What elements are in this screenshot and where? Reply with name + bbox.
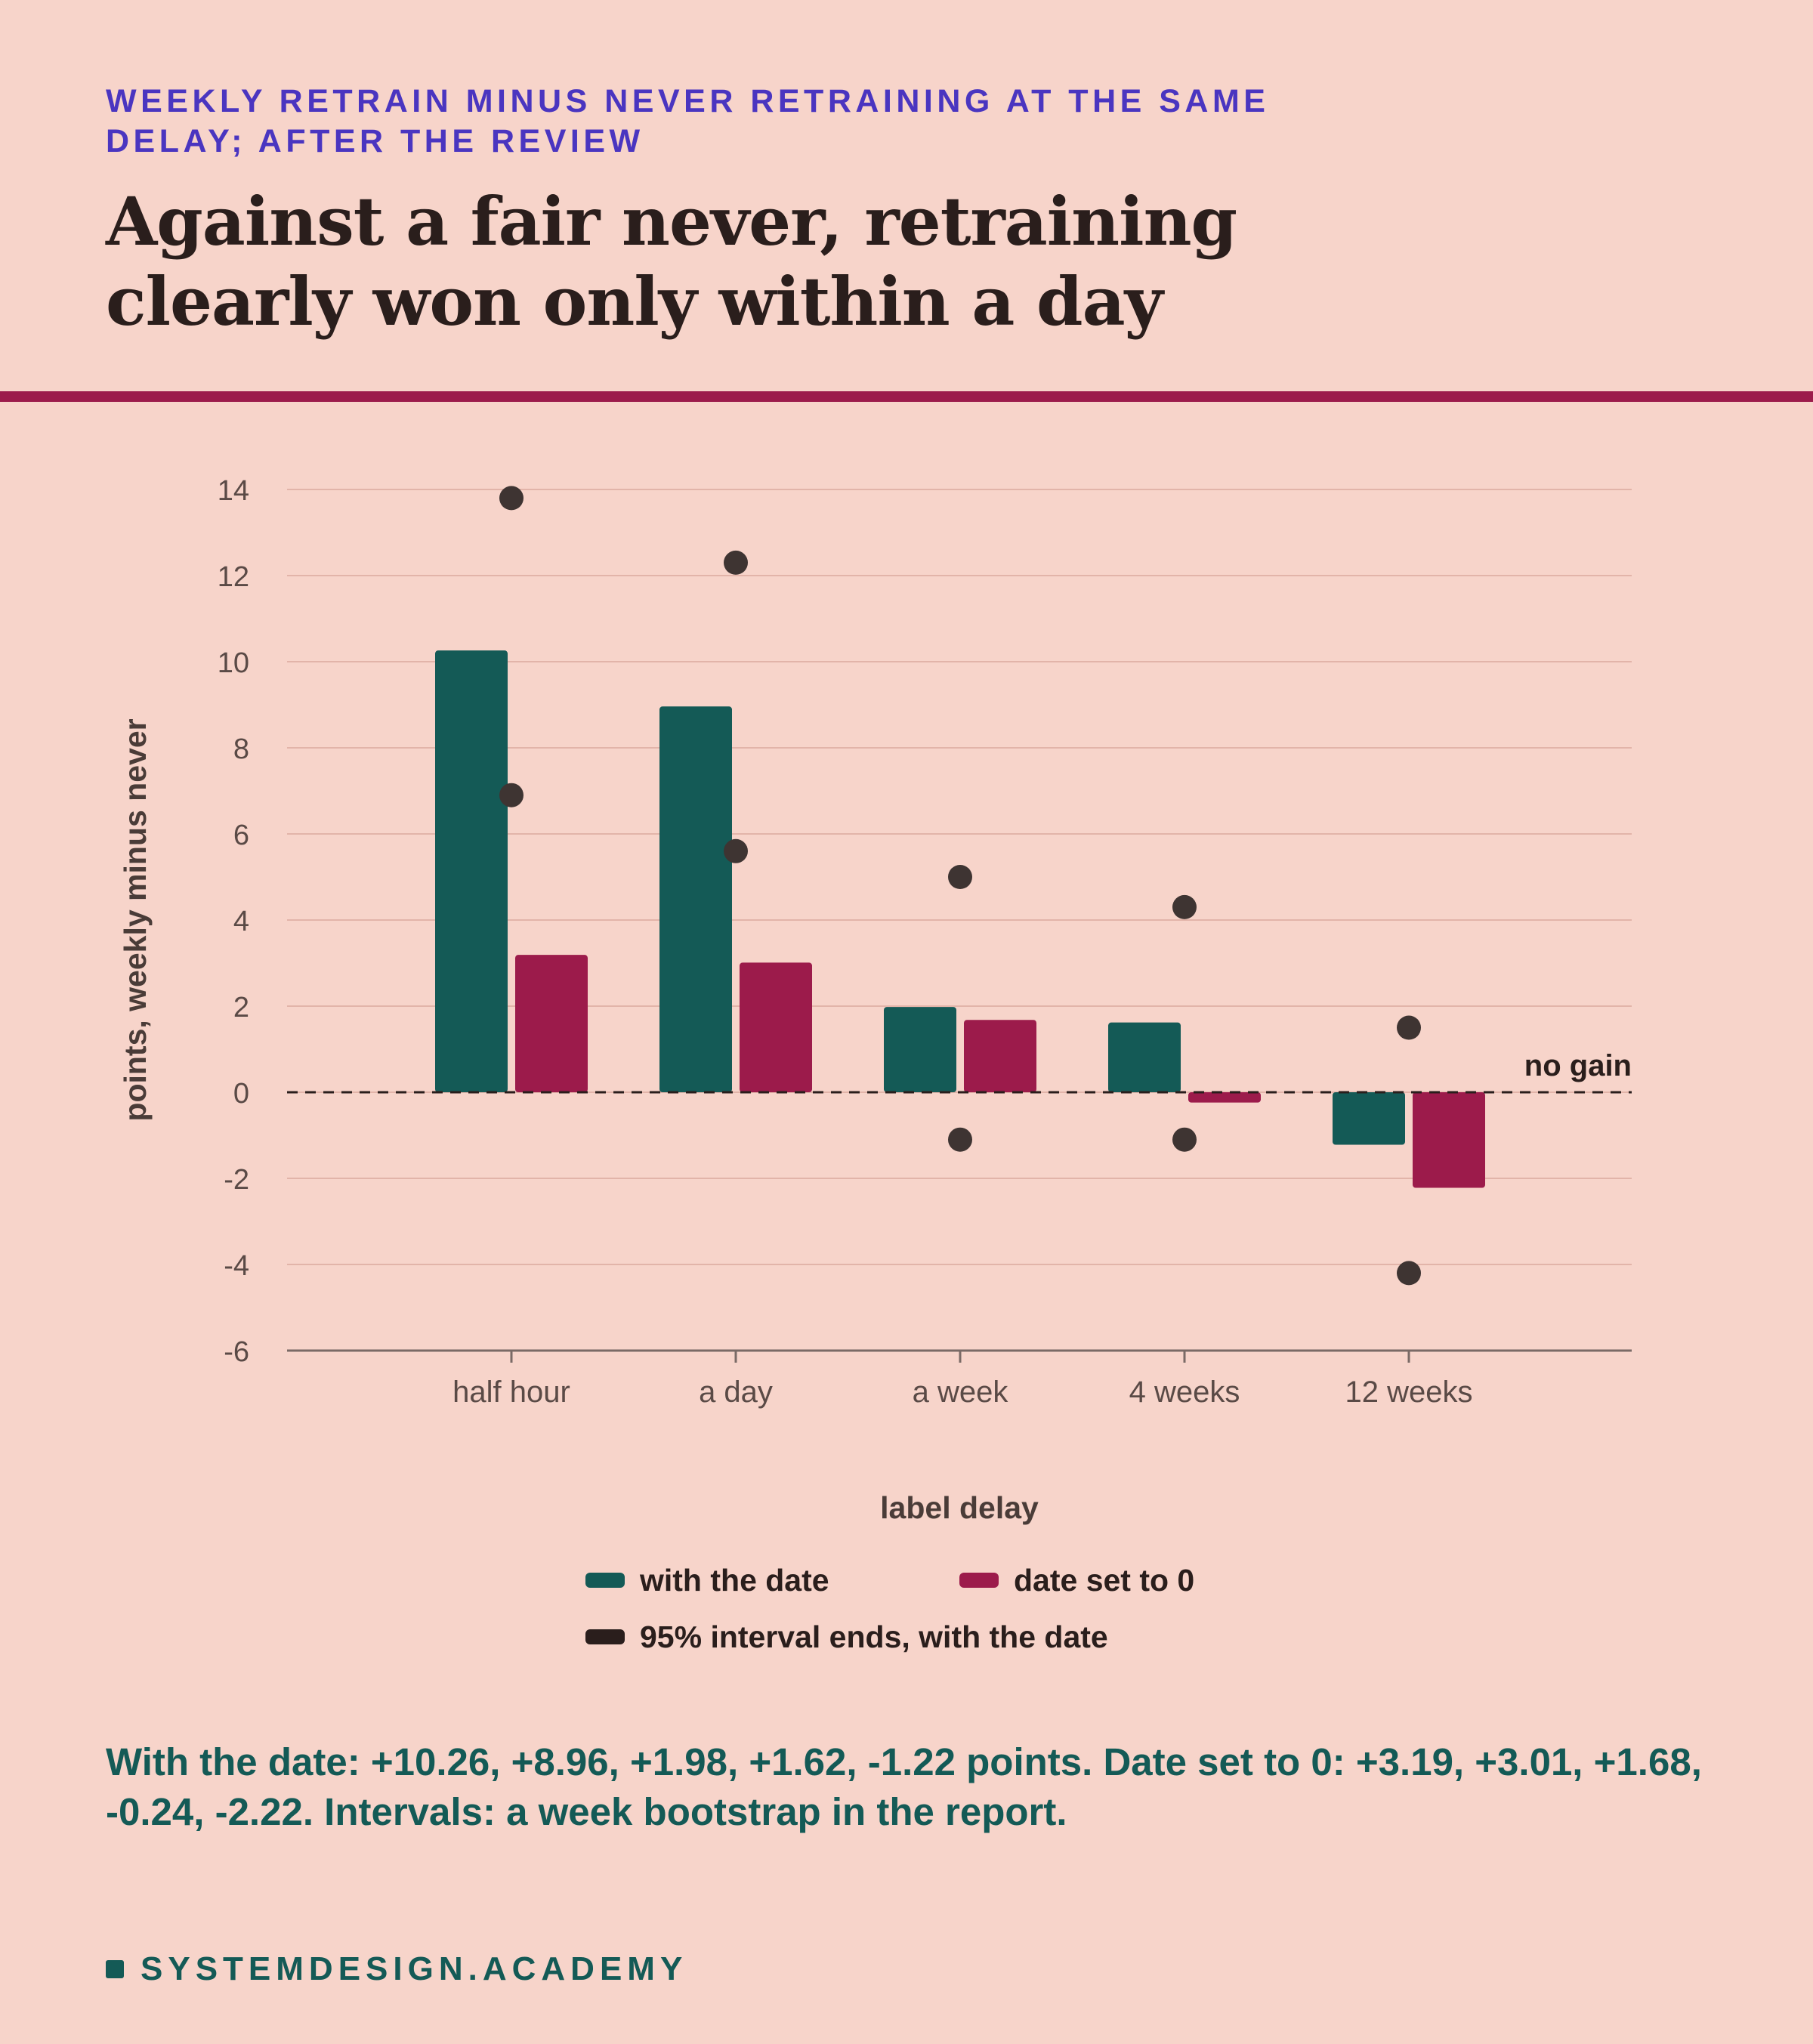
- brand-square-icon: [106, 1960, 124, 1978]
- interval-low-dot: [499, 783, 524, 807]
- bar-with-date: [884, 1007, 956, 1092]
- no-gain-label: no gain: [1524, 1049, 1632, 1082]
- y-tick-label: 0: [233, 1078, 249, 1110]
- legend-with-date-swatch: [585, 1573, 625, 1588]
- x-tick-label: a day: [699, 1376, 773, 1409]
- y-tick-label: -4: [224, 1250, 249, 1282]
- x-axis-title: label delay: [880, 1490, 1039, 1525]
- header-rule: [0, 391, 1813, 402]
- bar-date-set-to-0: [1188, 1092, 1261, 1103]
- x-tick-label: half hour: [452, 1376, 570, 1409]
- x-tick-label: 4 weeks: [1129, 1376, 1240, 1409]
- bar-date-set-to-0: [740, 962, 812, 1092]
- brand-name: SYSTEMDESIGN.ACADEMY: [141, 1950, 688, 1987]
- legend-date-set-to-0-swatch: [959, 1573, 999, 1588]
- interval-low-dot: [1172, 1127, 1197, 1152]
- y-tick-label: 2: [233, 992, 249, 1024]
- legend-interval-ends-label: 95% interval ends, with the date: [640, 1619, 1108, 1654]
- y-tick-label: 6: [233, 820, 249, 851]
- x-tick-label: 12 weeks: [1345, 1376, 1473, 1409]
- legend-date-set-to-0-label: date set to 0: [1014, 1563, 1194, 1598]
- interval-high-dot: [499, 486, 524, 511]
- interval-high-dot: [948, 865, 972, 889]
- bar-chart: 14 12 10 8 6 4 2 0 -2 -4 -6 no gain half hour a day a …: [118, 475, 1632, 1654]
- y-tick-label: 10: [218, 647, 249, 679]
- bar-date-set-to-0: [515, 955, 588, 1092]
- legend-with-date-label: with the date: [639, 1563, 829, 1598]
- interval-high-dot: [1172, 894, 1197, 919]
- y-tick-label: -2: [224, 1164, 249, 1196]
- x-tick-label: a week: [913, 1376, 1009, 1409]
- bar-with-date: [659, 706, 732, 1092]
- footnote: With the date: +10.26, +8.96, +1.98, +1.…: [106, 1740, 1702, 1833]
- y-axis-title: points, weekly minus never: [118, 718, 153, 1121]
- y-tick-label: -6: [224, 1336, 249, 1368]
- chart-headline: Against a fair never, retraining clearly…: [106, 182, 1237, 341]
- interval-low-dot: [724, 838, 748, 863]
- y-tick-label: 12: [218, 561, 249, 593]
- interval-high-dot: [724, 550, 748, 575]
- y-tick-label: 8: [233, 733, 249, 765]
- bar-date-set-to-0: [1413, 1092, 1485, 1188]
- interval-low-dot: [1397, 1261, 1421, 1286]
- bar-date-set-to-0: [964, 1020, 1036, 1092]
- bar-with-date: [435, 650, 508, 1092]
- y-tick-label: 4: [233, 906, 249, 937]
- bar-with-date: [1108, 1022, 1181, 1092]
- bar-with-date: [1333, 1092, 1405, 1145]
- chart-eyebrow: WEEKLY RETRAIN MINUS NEVER RETRAINING AT…: [106, 83, 1270, 159]
- interval-low-dot: [948, 1127, 972, 1152]
- interval-high-dot: [1397, 1015, 1421, 1040]
- brand: SYSTEMDESIGN.ACADEMY: [106, 1950, 687, 1988]
- y-tick-label: 14: [218, 475, 249, 507]
- legend-interval-ends-swatch: [585, 1629, 625, 1644]
